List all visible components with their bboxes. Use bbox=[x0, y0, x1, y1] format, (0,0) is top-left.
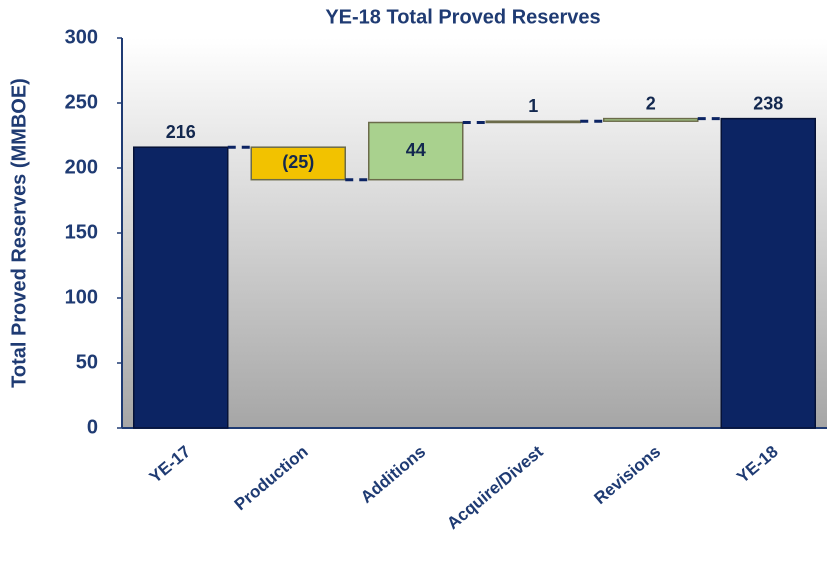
plot-area bbox=[122, 38, 827, 428]
y-axis-label: Total Proved Reserves (MMBOE) bbox=[8, 78, 30, 388]
bar bbox=[720, 117, 816, 429]
bar bbox=[603, 117, 699, 122]
x-tick-label: Acquire/Divest bbox=[443, 442, 547, 533]
value-label: 238 bbox=[753, 93, 783, 113]
bar bbox=[485, 120, 581, 124]
x-tick-label: YE-17 bbox=[146, 442, 194, 487]
value-label: 44 bbox=[406, 140, 426, 160]
x-tick-label: Revisions bbox=[590, 442, 664, 508]
chart-title: YE-18 Total Proved Reserves bbox=[325, 6, 600, 28]
x-tick-label: Additions bbox=[357, 442, 429, 507]
y-tick-label: 0 bbox=[87, 416, 98, 438]
y-tick-label: 50 bbox=[76, 351, 98, 373]
y-tick-label: 100 bbox=[65, 286, 98, 308]
value-label: 2 bbox=[646, 93, 656, 113]
bar bbox=[250, 146, 346, 181]
value-label: (25) bbox=[282, 152, 314, 172]
value-label: 216 bbox=[166, 122, 196, 142]
x-tick-label: Production bbox=[231, 442, 312, 514]
y-tick-label: 150 bbox=[65, 221, 98, 243]
x-tick-label: YE-18 bbox=[733, 442, 781, 487]
y-tick-label: 250 bbox=[65, 91, 98, 113]
y-tick-label: 300 bbox=[65, 26, 98, 48]
bar bbox=[368, 121, 464, 181]
value-label: 1 bbox=[528, 96, 538, 116]
y-tick-label: 200 bbox=[65, 156, 98, 178]
bar bbox=[133, 146, 229, 429]
